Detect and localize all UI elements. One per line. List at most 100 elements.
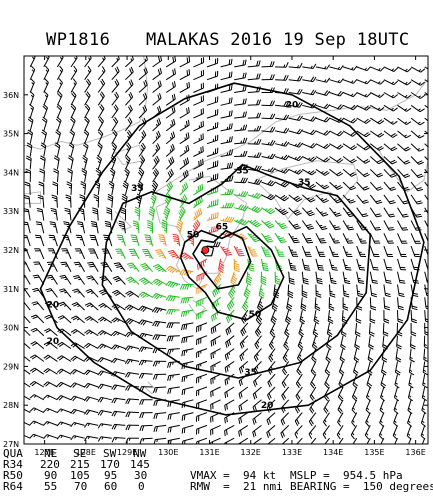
wind-barb: [73, 261, 86, 272]
wind-barb: [101, 248, 113, 260]
wind-barb: [410, 79, 426, 86]
wind-barb: [275, 114, 290, 121]
wind-barb: [43, 407, 58, 414]
wind-barb: [163, 206, 171, 221]
wind-barb: [165, 168, 174, 183]
lon-label: 133E: [282, 448, 302, 457]
wind-barb: [97, 343, 113, 350]
wind-barb: [287, 284, 294, 299]
wind-barb: [233, 258, 240, 273]
wind-barb: [410, 104, 425, 113]
wind-barb: [125, 424, 140, 431]
wind-barb: [352, 374, 359, 389]
wind-barb: [43, 421, 58, 426]
wind-barb: [420, 412, 426, 427]
wind-barb: [315, 103, 331, 110]
quadrant-se: SE: [73, 447, 87, 460]
wind-barb: [301, 220, 315, 230]
wind-barb: [97, 436, 112, 442]
wind-barb: [111, 344, 126, 350]
wind-barb: [24, 301, 31, 311]
wind-barb: [181, 373, 194, 383]
wind-barb: [294, 412, 303, 427]
wind-barb: [24, 221, 31, 234]
wind-barb: [179, 169, 189, 183]
wind-barb: [111, 66, 120, 81]
wind-barb: [275, 62, 289, 68]
wind-barb: [70, 103, 77, 119]
wind-barb: [381, 361, 387, 376]
wind-barb: [71, 302, 85, 311]
wind-barb: [24, 194, 31, 208]
wind-barb: [267, 437, 276, 444]
wind-barb: [397, 194, 410, 205]
wind-barb: [128, 248, 140, 260]
wind-barb: [70, 369, 85, 375]
wind-barb: [242, 297, 249, 312]
coastline-7: [114, 210, 133, 232]
wind-barb: [165, 131, 176, 145]
lat-label: 36N: [3, 91, 19, 100]
wind-barb: [310, 373, 317, 389]
wind-barb: [138, 291, 153, 298]
wind-barb: [356, 271, 365, 284]
wind-barb: [57, 355, 72, 362]
wind-barb: [124, 155, 131, 170]
wind-barb: [165, 68, 176, 81]
wind-barb: [247, 60, 261, 68]
wind-barb: [368, 335, 374, 350]
wind-barb: [407, 386, 413, 402]
wind-barb: [234, 85, 247, 93]
wind-barb: [280, 399, 290, 414]
wind-barb: [288, 88, 303, 95]
wind-barb: [383, 297, 391, 311]
wind-barb: [342, 156, 357, 164]
wind-barb: [72, 288, 85, 298]
wind-barb: [97, 129, 104, 144]
wind-barb: [275, 74, 289, 81]
wind-barb: [274, 233, 287, 244]
wind-barb: [172, 233, 181, 247]
wind-barb: [32, 274, 45, 285]
wind-barb: [165, 280, 180, 288]
wind-barb: [274, 154, 290, 161]
lat-label: 33N: [3, 207, 19, 216]
wind-barb: [220, 188, 234, 196]
wind-barb: [144, 234, 154, 247]
contour-label: 20: [47, 300, 60, 310]
wind-barb: [56, 368, 72, 375]
lon-label: 135E: [364, 448, 384, 457]
wind-barb: [324, 437, 330, 444]
wind-barb: [111, 357, 126, 364]
wind-barb: [179, 132, 190, 145]
wind-barb: [247, 192, 263, 199]
wind-barb: [206, 70, 219, 81]
wind-barb: [253, 373, 262, 387]
wind-barb: [315, 143, 331, 150]
r34-label: R34: [3, 458, 23, 471]
wind-barb: [261, 100, 276, 107]
wind-barb: [369, 168, 384, 178]
r64-sw: 60: [104, 480, 118, 493]
wind-barb: [410, 322, 417, 337]
wind-barb: [193, 158, 204, 170]
wind-barb: [152, 143, 161, 157]
wind-barb: [383, 310, 390, 324]
contour-label: 20: [286, 101, 299, 111]
wind-barb: [56, 103, 63, 119]
wind-barb: [382, 322, 389, 337]
isotach-50: [179, 225, 285, 321]
wind-barb: [424, 220, 428, 229]
wind-barb: [56, 56, 64, 68]
wind-barb: [301, 194, 316, 203]
wind-barb: [220, 245, 233, 256]
wind-barb: [43, 434, 58, 440]
wind-barb: [302, 168, 317, 176]
wind-barb: [267, 361, 276, 375]
wind-barb: [266, 425, 276, 438]
wind-barb: [254, 335, 262, 350]
wind-barb: [234, 150, 248, 157]
wind-barb: [394, 437, 398, 444]
wind-barb: [234, 59, 247, 68]
wind-barb: [356, 104, 371, 111]
